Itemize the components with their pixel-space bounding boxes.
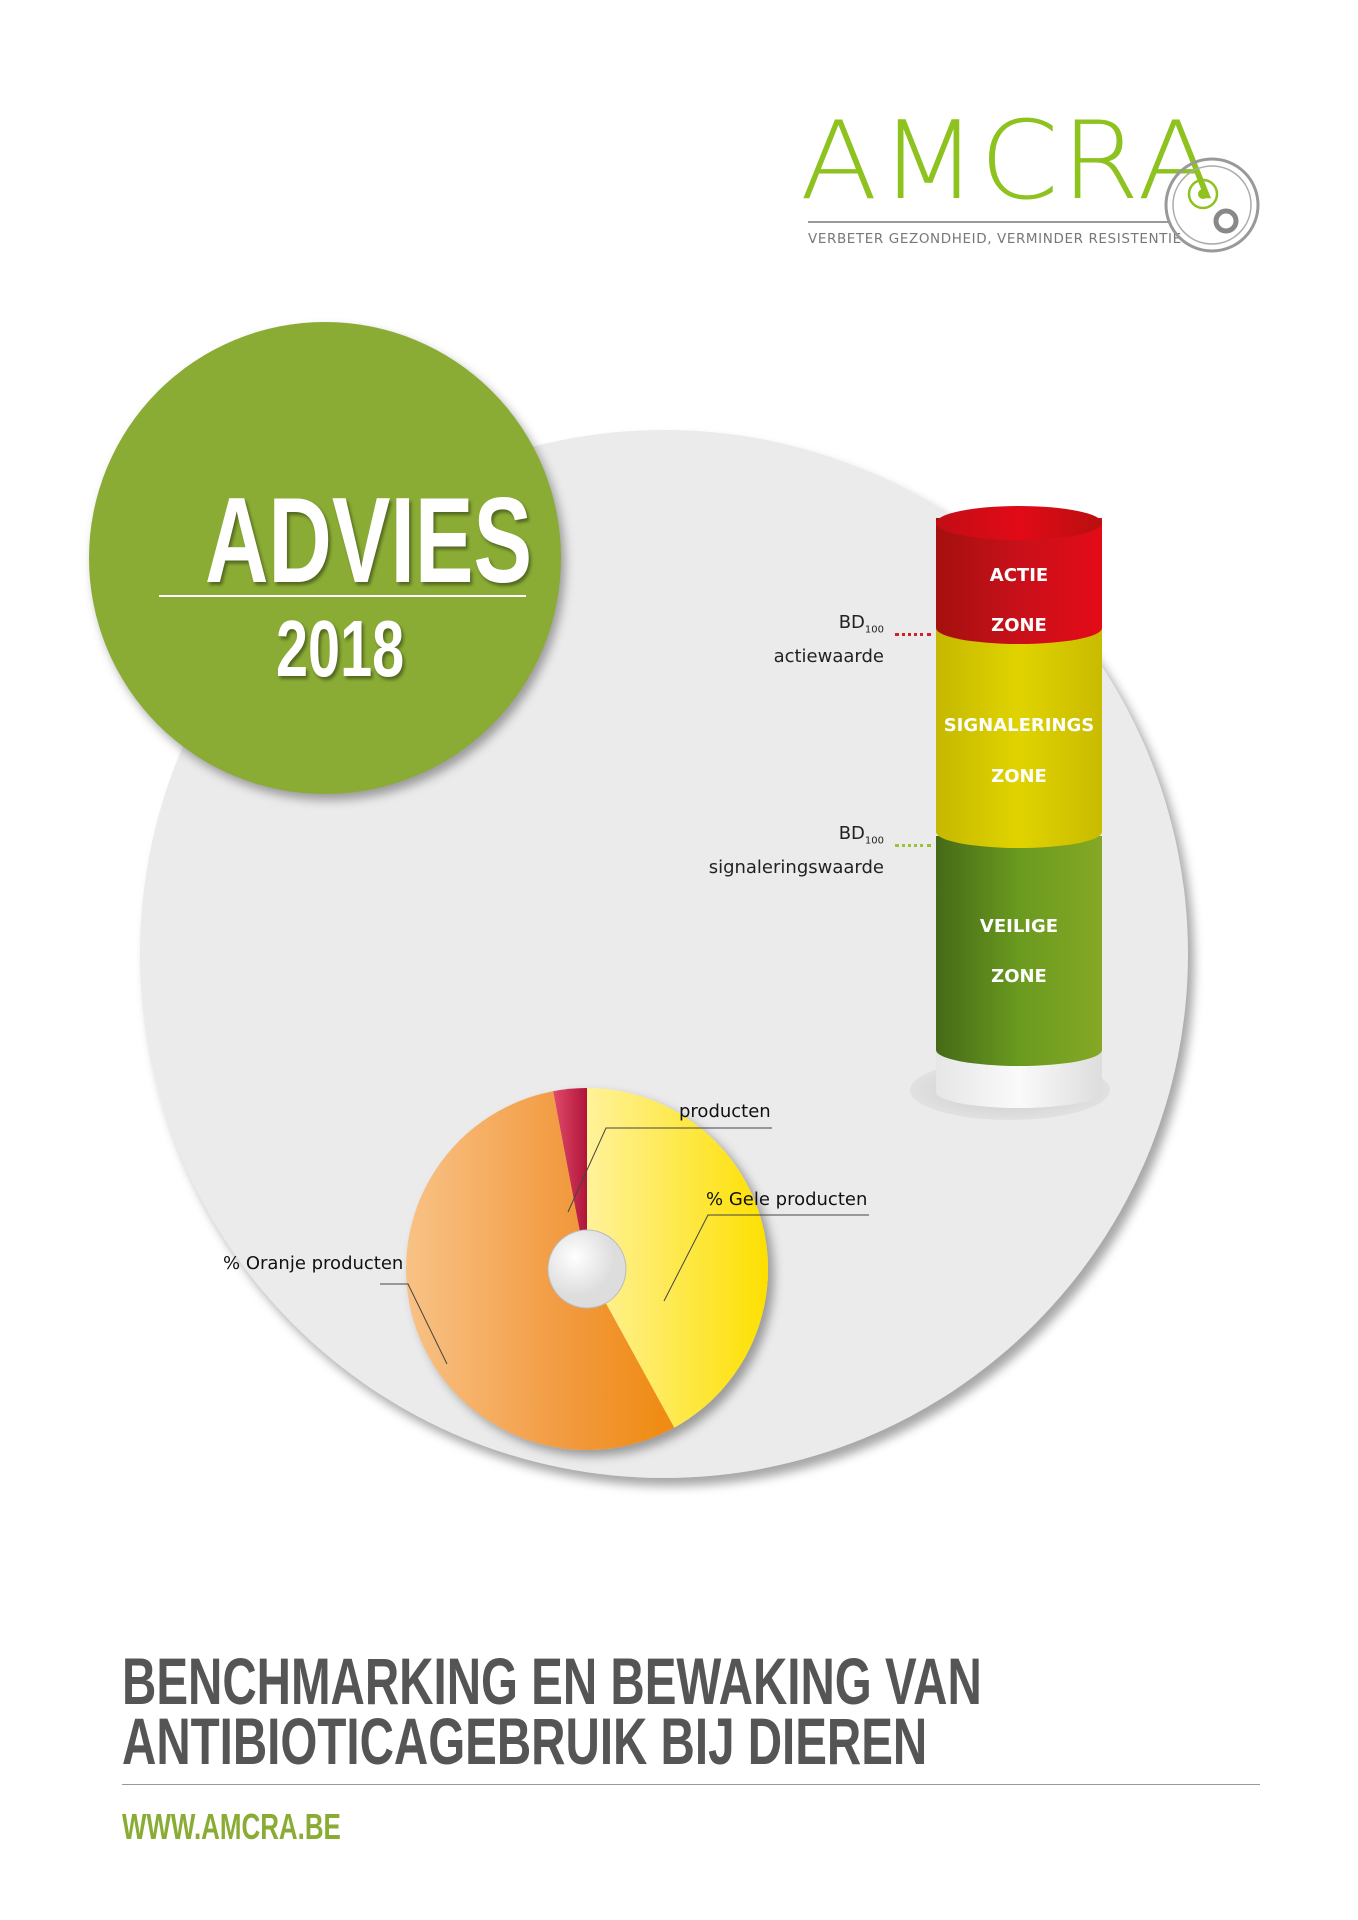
logo-divider <box>808 221 1168 223</box>
donut-chart <box>380 1088 869 1450</box>
threshold-signal-name: signaleringswaarde <box>708 856 884 878</box>
threshold-action-dots <box>895 633 931 636</box>
logo-tagline: VERBETER GEZONDHEID, VERMINDER RESISTENT… <box>808 231 1182 247</box>
badge-divider <box>159 595 526 597</box>
pie-label-yellow: % Gele producten <box>706 1189 868 1210</box>
zone-action-label-1: ACTIE <box>989 565 1049 586</box>
logo-wordmark: AMCRA <box>800 99 1217 224</box>
pie-label-orange: % Oranje producten <box>223 1253 404 1274</box>
footer-divider <box>122 1784 1260 1785</box>
zone-safe-label-2: ZONE <box>991 966 1047 987</box>
threshold-signal-dots <box>895 844 931 847</box>
zone-safe-label-1: VEILIGE <box>979 916 1059 937</box>
threshold-action-bd: BD <box>838 612 865 633</box>
cylinder-top <box>936 506 1102 540</box>
badge-title: ADVIES <box>205 472 533 608</box>
advies-badge <box>89 322 561 794</box>
leader-line-red <box>567 1127 772 1213</box>
threshold-action-sub: 100 <box>864 624 884 636</box>
pie-label-red: producten <box>679 1101 771 1122</box>
pie-slice-orange <box>406 1091 675 1450</box>
zone-signal-label-1: SIGNALERINGS <box>943 715 1095 736</box>
zone-safe <box>936 836 1102 1066</box>
threshold-signal-label: BD100 signaleringswaarde <box>709 821 884 881</box>
threshold-action-name: actiewaarde <box>773 645 884 667</box>
document-title-line-1: BENCHMARKING EN BEWAKING VAN <box>122 1644 982 1718</box>
website-link[interactable]: WWW.AMCRA.BE <box>122 1806 341 1847</box>
threshold-signal-bd: BD <box>838 823 865 844</box>
zone-signal <box>936 628 1102 848</box>
pie-slice-red <box>553 1088 587 1269</box>
threshold-signal-sub: 100 <box>864 835 884 847</box>
petri-dish-icon <box>1164 157 1260 253</box>
pie-slice-yellow <box>587 1088 769 1428</box>
threshold-action-label: BD100 actiewaarde <box>774 610 884 670</box>
zone-signal-label-2: ZONE <box>991 766 1047 787</box>
leader-line-yellow <box>663 1214 869 1302</box>
document-title-line-2: ANTIBIOTICAGEBRUIK BIJ DIEREN <box>122 1704 928 1778</box>
badge-year: 2018 <box>276 604 405 693</box>
zone-action-label-2: ZONE <box>991 615 1047 636</box>
donut-hole <box>547 1229 627 1309</box>
leader-line-orange <box>380 1283 448 1365</box>
